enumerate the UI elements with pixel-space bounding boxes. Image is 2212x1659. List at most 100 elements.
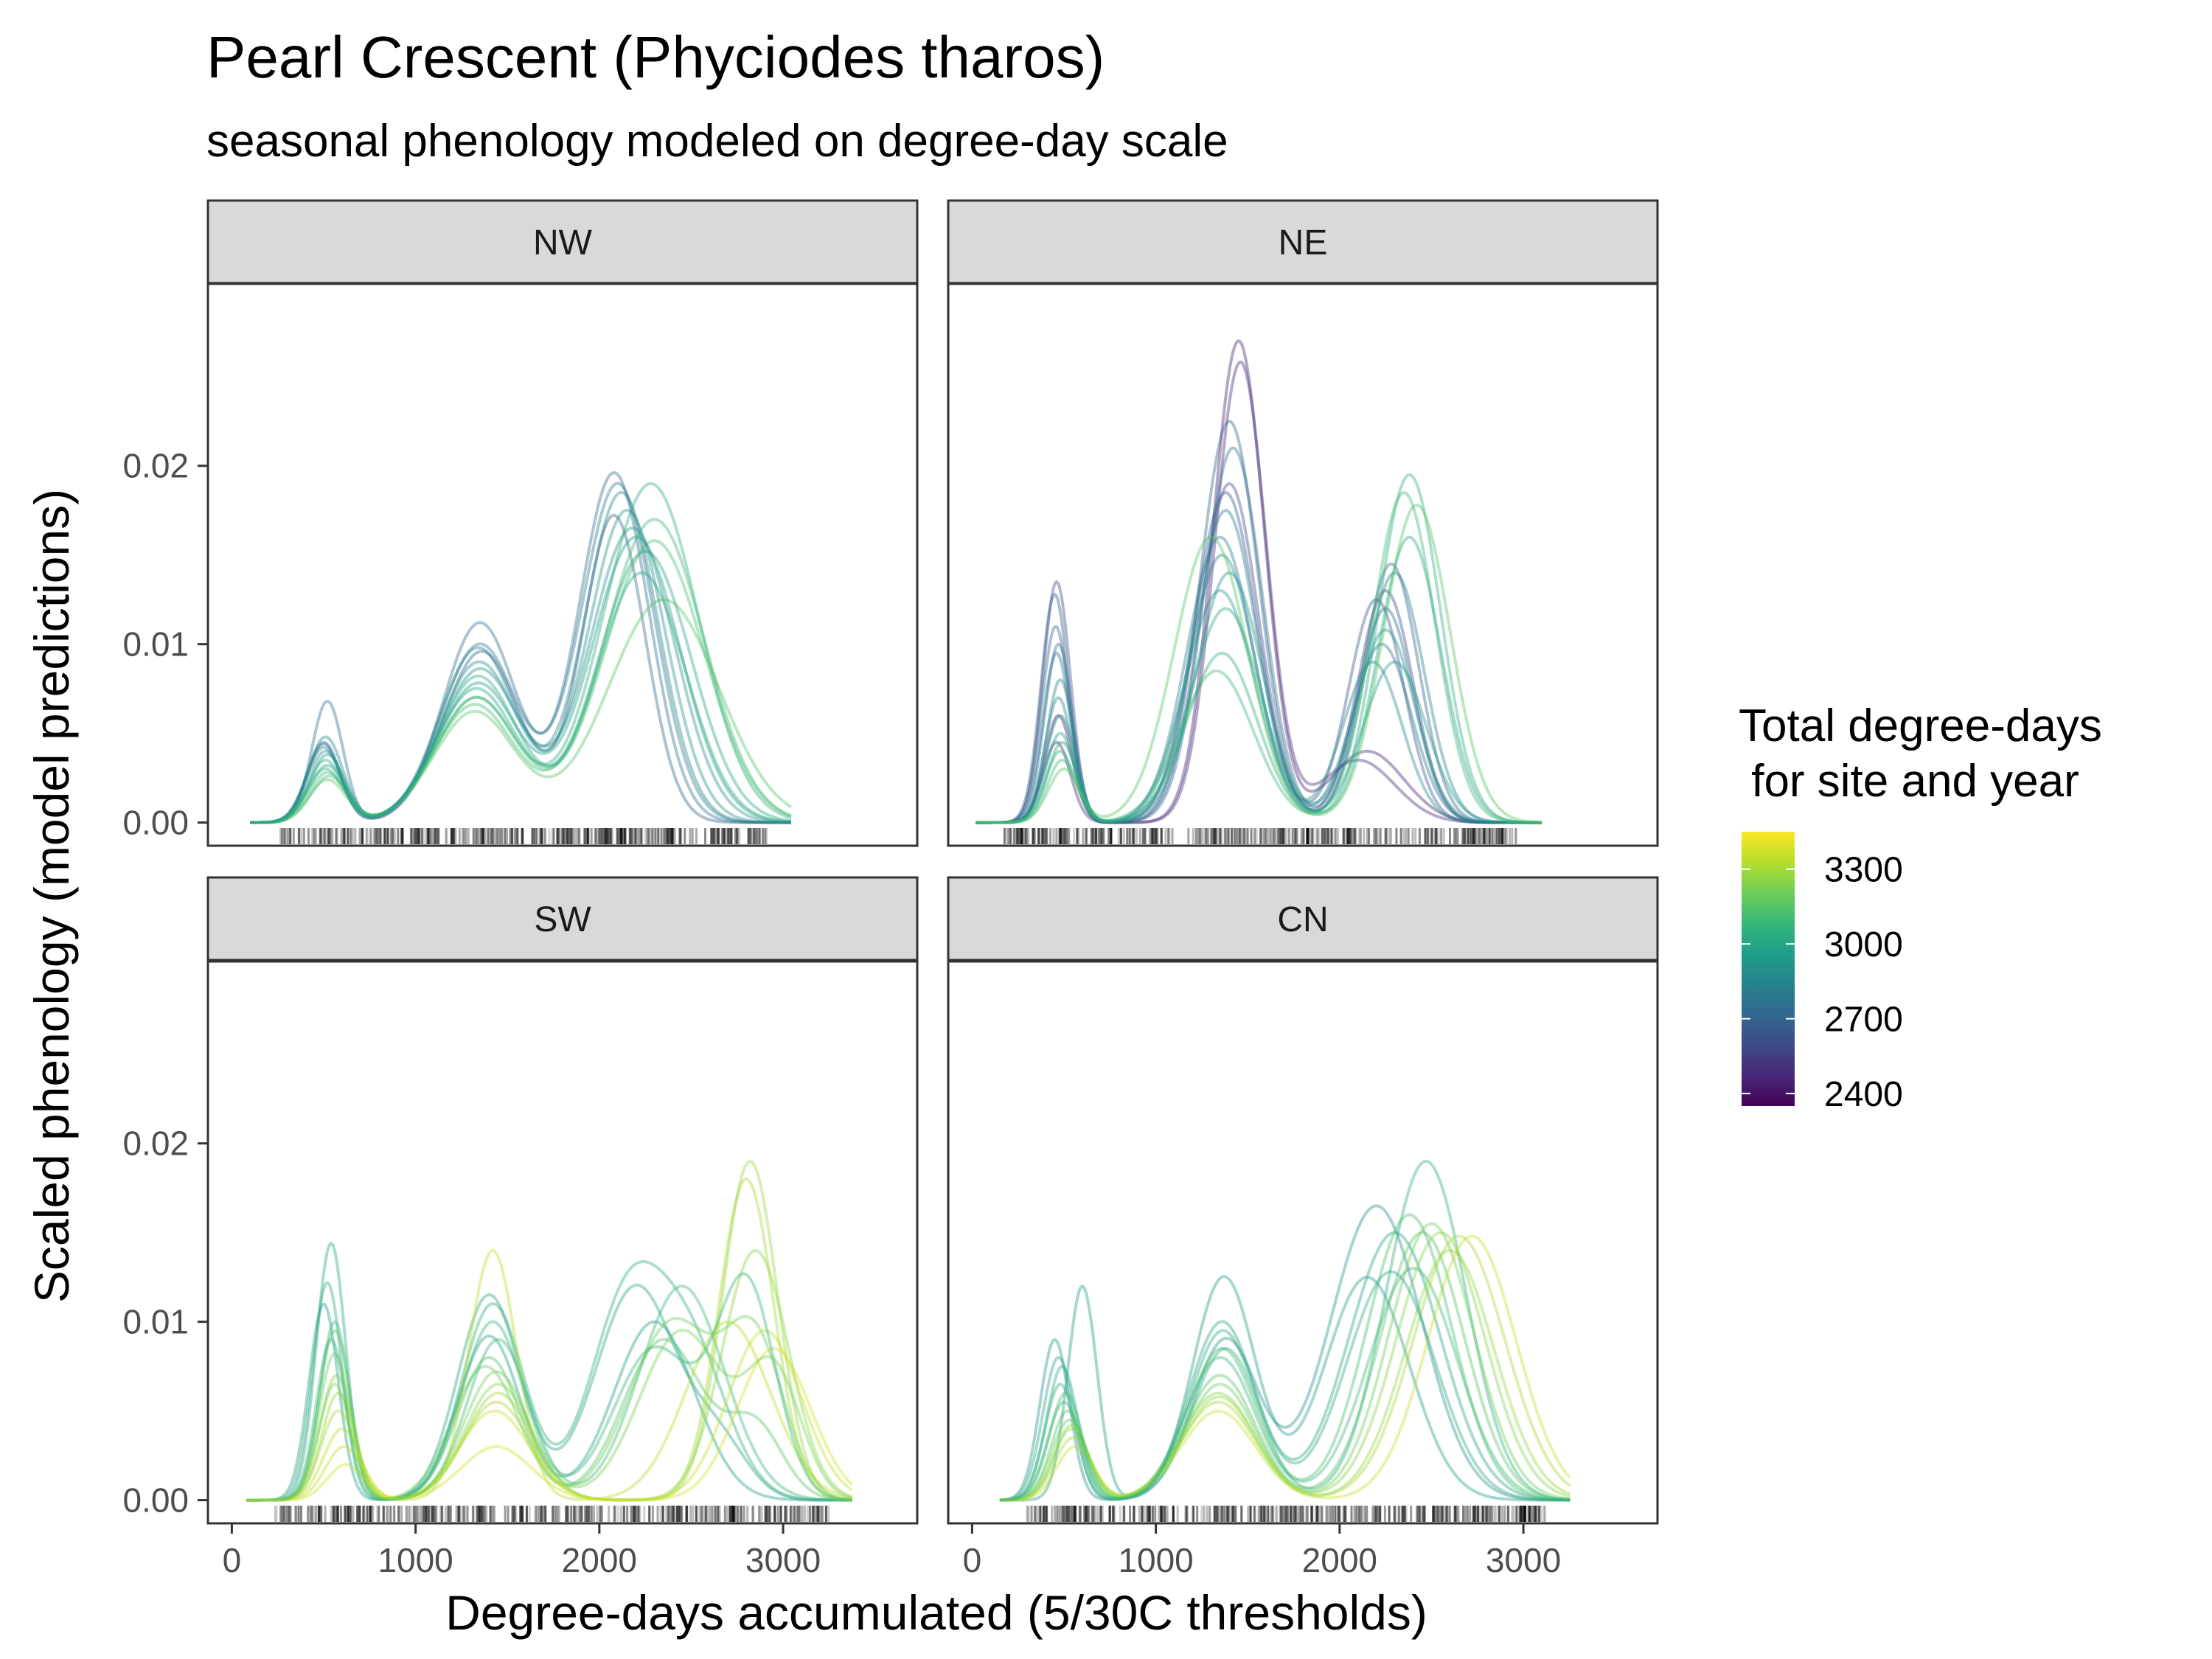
legend-tick-label: 3000: [1824, 925, 1903, 964]
strip-label-cn: CN: [1277, 900, 1328, 939]
series-line-sw-1: [246, 1242, 852, 1502]
series-line-ne-4: [975, 491, 1542, 824]
series-line-sw-3: [246, 1302, 852, 1502]
series-line-nw-3: [250, 490, 791, 824]
panel-nw: NW 0.00 0.01 0.02: [122, 199, 919, 847]
series-line-cn-9: [999, 1234, 1571, 1502]
series-line-cn-2: [999, 1275, 1571, 1502]
series-line-ne-9: [975, 553, 1542, 824]
series-line-cn-12: [999, 1248, 1571, 1502]
y-tick-label: 0.00: [122, 804, 189, 842]
strip-ne: [947, 199, 1659, 285]
panel-plot-area: [999, 1159, 1571, 1522]
strip-cn: [947, 876, 1659, 961]
x-tick-label: 0: [963, 1541, 982, 1579]
series-line-nw-10: [250, 598, 793, 824]
series-line-sw-10: [246, 1249, 853, 1502]
y-tick-label: 0.02: [122, 447, 189, 485]
x-tick-label: 3000: [1486, 1541, 1561, 1579]
series-line-cn-5: [999, 1267, 1571, 1502]
panel-background: [948, 284, 1658, 846]
strip-label-sw: SW: [534, 900, 591, 939]
series-line-nw-7: [250, 549, 792, 824]
series-line-nw-5: [250, 526, 791, 824]
rug-marks-sw: [274, 1506, 830, 1522]
series-line-cn-1: [999, 1204, 1571, 1502]
legend-tick-label: 2700: [1824, 1001, 1903, 1040]
strip-nw: [206, 199, 919, 285]
series-line-ne-5: [975, 420, 1542, 824]
series-line-sw-2: [246, 1259, 852, 1502]
series-line-nw-9: [250, 518, 792, 824]
panel-ne: NE: [947, 199, 1659, 847]
series-line-ne-6: [975, 446, 1542, 824]
panel-border: [206, 960, 919, 1525]
y-tick-label: 0.01: [122, 625, 189, 664]
x-tick-label: 1000: [1118, 1541, 1193, 1579]
series-line-ne-3: [975, 482, 1542, 824]
series-line-nw-11: [250, 539, 792, 824]
series-line-cn-10: [999, 1234, 1571, 1502]
series-line-ne-11: [975, 589, 1542, 824]
series-line-ne-8: [975, 535, 1542, 824]
panel-plot-area: [250, 471, 793, 844]
x-tick-label: 0: [223, 1541, 242, 1579]
rug-marks-ne: [1003, 828, 1517, 844]
panel-border: [947, 282, 1659, 847]
panel-cn: CN 0 1000 2000 3000: [947, 876, 1659, 1579]
series-line-ne-15: [975, 504, 1543, 824]
series-line-nw-6: [250, 535, 792, 824]
series-line-cn-8: [999, 1231, 1571, 1502]
series-line-sw-12: [246, 1346, 854, 1502]
strip-label-nw: NW: [533, 223, 593, 262]
legend-tick-label: 2400: [1824, 1075, 1903, 1114]
x-axis-title: Degree-days accumulated (5/30C threshold…: [445, 1585, 1427, 1640]
legend-title-line2: for site and year: [1739, 756, 2079, 807]
x-tick-label: 3000: [745, 1541, 821, 1579]
series-line-nw-2: [250, 471, 791, 824]
series-line-cn-4: [999, 1159, 1571, 1502]
series-line-cn-6: [999, 1231, 1571, 1502]
chart-subtitle: seasonal phenology modeled on degree-day…: [206, 116, 1228, 167]
panel-background: [208, 284, 917, 846]
x-tick-label: 1000: [378, 1541, 453, 1579]
color-legend: Total degree-days for site and year 3300…: [1739, 700, 2102, 1114]
series-line-ne-14: [975, 491, 1542, 824]
series-line-sw-14: [246, 1329, 853, 1502]
legend-tick-label: 3300: [1824, 851, 1903, 890]
series-line-sw-9: [246, 1178, 852, 1502]
series-line-cn-13: [999, 1270, 1571, 1502]
x-tick-label: 2000: [1302, 1541, 1377, 1579]
legend-title-line1: Total degree-days: [1739, 700, 2102, 751]
rug-marks-cn: [1026, 1506, 1546, 1522]
series-line-nw-13: [250, 509, 791, 824]
series-line-ne-7: [975, 509, 1542, 824]
series-line-cn-11: [999, 1213, 1571, 1502]
series-line-nw-12: [250, 571, 792, 824]
series-line-sw-6: [246, 1315, 852, 1502]
series-line-ne-1: [975, 339, 1542, 824]
panel-plot-area: [975, 339, 1543, 844]
series-line-cn-7: [999, 1222, 1571, 1502]
x-tick-label: 2000: [562, 1541, 637, 1579]
y-tick-label: 0.00: [122, 1481, 189, 1520]
series-line-sw-5: [246, 1329, 852, 1502]
series-line-sw-4: [246, 1284, 852, 1502]
series-line-ne-2: [975, 360, 1542, 824]
chart-title: Pearl Crescent (Phyciodes tharos): [206, 24, 1105, 90]
series-line-cn-3: [999, 1231, 1571, 1502]
panel-border: [206, 282, 919, 847]
series-line-nw-8: [250, 482, 792, 824]
series-line-sw-11: [246, 1329, 853, 1502]
panel-border: [947, 960, 1659, 1525]
strip-sw: [206, 876, 919, 961]
panel-plot-area: [246, 1160, 854, 1522]
series-line-ne-13: [975, 473, 1542, 824]
y-axis-title: Scaled phenology (model predictions): [24, 489, 79, 1303]
panel-background: [948, 961, 1658, 1523]
series-line-ne-12: [975, 535, 1542, 824]
strip-label-ne: NE: [1279, 223, 1328, 262]
panel-sw: SW 0.00 0.01 0.02 0 1000 2000 3000: [122, 876, 919, 1579]
